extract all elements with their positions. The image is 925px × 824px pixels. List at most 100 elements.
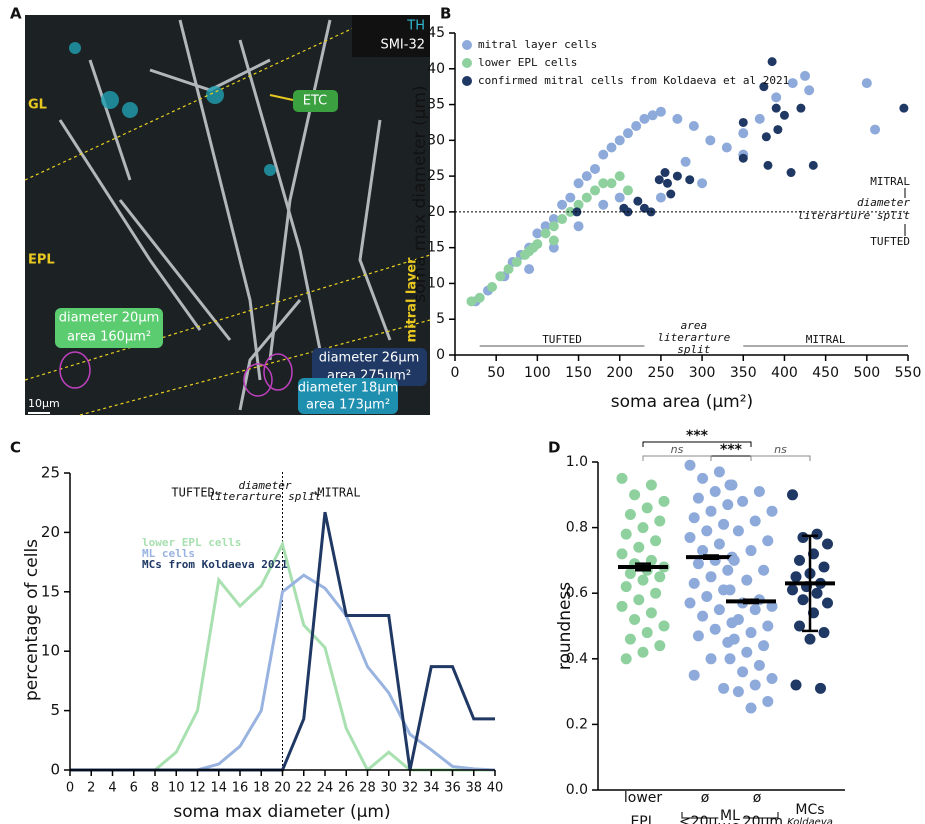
x-tick-label: 32	[402, 781, 419, 796]
point	[758, 640, 770, 652]
point	[654, 175, 664, 185]
legend-label: MCs from Koldaeva 2021	[142, 558, 288, 571]
channel-th: TH	[406, 19, 425, 34]
point	[620, 528, 632, 540]
x-tick-label: 36	[444, 781, 461, 796]
group-label: ML	[720, 808, 740, 824]
x-tick-label: 10	[168, 781, 185, 796]
callout-box	[298, 378, 398, 414]
point	[487, 282, 498, 293]
x-tick-label: 26	[338, 781, 355, 796]
point	[822, 538, 833, 550]
point	[786, 168, 796, 178]
category-label: EPL	[630, 814, 655, 824]
x-tick-label: 34	[423, 781, 440, 796]
point	[511, 256, 522, 267]
point	[749, 604, 761, 616]
layer-gl: GL	[28, 98, 47, 113]
channel-key	[352, 15, 430, 57]
comparison-bracket	[642, 441, 752, 447]
soma-outlines	[59, 351, 293, 397]
point	[660, 168, 670, 178]
point	[573, 199, 584, 210]
x-tick-label: 16	[232, 781, 249, 796]
point	[688, 512, 700, 524]
y-tick-label: 1.0	[566, 454, 588, 470]
point	[573, 221, 584, 232]
point	[718, 518, 730, 530]
category-label: >20μm	[731, 814, 783, 824]
point	[861, 78, 872, 89]
split-note: MITRAL	[870, 175, 910, 188]
x-tick-label: 24	[317, 781, 334, 796]
x-tick-label: 350	[730, 365, 757, 381]
x-tick-label: 0	[66, 781, 74, 796]
point	[495, 271, 506, 282]
point	[684, 531, 696, 543]
point	[474, 292, 485, 303]
point	[650, 587, 662, 599]
point	[761, 132, 771, 142]
y-tick-label: 40	[427, 61, 445, 77]
point	[654, 640, 666, 652]
x-tick-label: 0	[451, 365, 460, 381]
callout-line: area 173μm²	[306, 398, 390, 413]
y-tick-label: 0	[436, 347, 445, 363]
x-tick-label: 250	[648, 365, 675, 381]
callout-line: area 160μm²	[67, 330, 151, 345]
channel-smi: SMI-32	[380, 38, 425, 53]
point	[762, 535, 774, 547]
point	[728, 633, 740, 645]
point	[737, 666, 749, 678]
point	[624, 568, 636, 580]
point	[762, 620, 774, 632]
point	[590, 163, 601, 174]
category-label: lower	[624, 790, 663, 806]
point	[557, 199, 568, 210]
point	[614, 171, 625, 182]
point	[701, 590, 713, 602]
panel-a: A TH SMI-32 GL EPL mitral layer ETC diam…	[10, 5, 431, 416]
point	[722, 564, 734, 576]
point	[692, 492, 704, 504]
split-note: →MITRAL	[310, 486, 361, 500]
point	[565, 192, 576, 203]
point	[732, 525, 744, 537]
split-note: diameter	[239, 479, 292, 492]
point	[624, 633, 636, 645]
point	[771, 103, 781, 113]
y-tick-label: 0.8	[566, 520, 588, 536]
y-tick-label: 20	[427, 204, 445, 220]
point	[639, 203, 649, 213]
point	[797, 594, 809, 606]
point	[622, 128, 633, 139]
comparison-bracket	[642, 455, 712, 461]
y-tick-label: 0.0	[566, 782, 588, 798]
x-tick-label: 150	[565, 365, 592, 381]
x-tick-label: 300	[689, 365, 716, 381]
point	[466, 296, 477, 307]
y-tick-label: 25	[41, 464, 60, 482]
point	[590, 185, 601, 196]
significance: ***	[686, 428, 709, 444]
point	[808, 160, 818, 170]
x-tick-label: 6	[130, 781, 138, 796]
split-note: area	[681, 319, 708, 332]
point	[811, 587, 823, 599]
y-tick-label: 15	[41, 582, 60, 600]
x-tick-label: 550	[895, 365, 922, 381]
comparison-bracket	[750, 455, 811, 461]
y-tick-label: 10	[41, 642, 60, 660]
point	[524, 246, 535, 257]
point	[753, 659, 765, 671]
split-note: literarture split	[209, 490, 322, 503]
point	[787, 584, 798, 596]
y-tick-label: 25	[427, 168, 445, 184]
point	[548, 214, 559, 225]
callout-box	[55, 308, 163, 348]
point	[684, 459, 696, 471]
point	[705, 135, 716, 146]
split-note: literarture split	[797, 209, 910, 222]
callout-box	[312, 348, 427, 386]
